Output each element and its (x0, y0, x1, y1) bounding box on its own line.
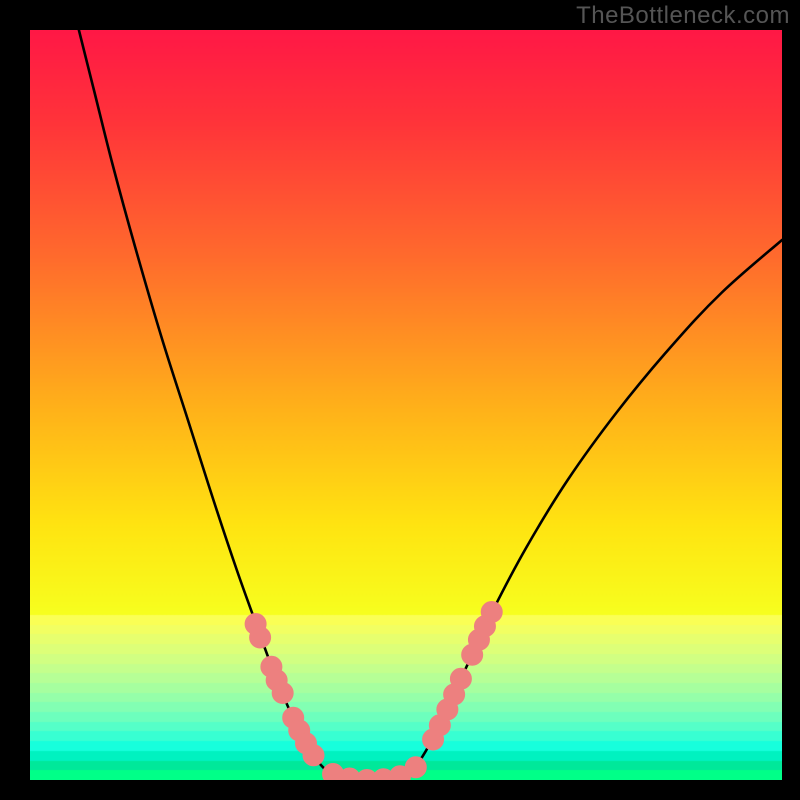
marker-left (272, 683, 293, 704)
marker-right (481, 602, 502, 623)
bottleneck-curve (79, 30, 782, 780)
marker-valley (405, 757, 426, 778)
chart-frame: TheBottleneck.com (0, 0, 800, 800)
marker-left (303, 745, 324, 766)
watermark-text: TheBottleneck.com (576, 2, 790, 30)
marker-right (450, 668, 471, 689)
curve-layer (30, 30, 782, 780)
marker-left (250, 627, 271, 648)
plot-area (30, 30, 782, 780)
